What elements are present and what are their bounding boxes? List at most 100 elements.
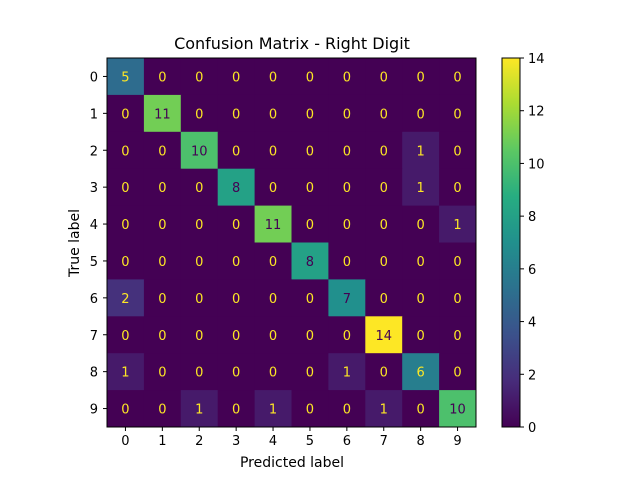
heatmap-cell (254, 131, 292, 170)
heatmap-cell (217, 131, 256, 170)
y-tick-label: 4 (90, 218, 98, 233)
heatmap-cell (291, 353, 329, 391)
heatmap-cell (365, 353, 403, 391)
colorbar-tick-label: 2 (528, 368, 536, 383)
cell-value-label: 0 (158, 366, 166, 381)
heatmap-cell (439, 94, 477, 133)
heatmap-cell (402, 279, 440, 317)
cell-value-label: 0 (380, 292, 388, 307)
cell-value-label: 0 (269, 181, 277, 196)
cell-value-label: 0 (269, 255, 277, 270)
y-axis-label: True label (67, 209, 83, 278)
colorbar-tick-label: 8 (528, 210, 536, 225)
heatmap-cell (107, 58, 145, 96)
heatmap-cell (180, 279, 219, 317)
colorbar-tick-label: 6 (528, 263, 536, 278)
cell-value-label: 0 (343, 70, 351, 85)
y-tick-label: 0 (90, 70, 98, 85)
heatmap-cell (217, 168, 256, 207)
y-tick-label: 9 (90, 403, 98, 418)
colorbar-tick-label: 14 (528, 52, 545, 67)
heatmap-cell (328, 168, 366, 207)
cell-value-label: 5 (121, 70, 129, 85)
heatmap-cell (217, 242, 256, 280)
y-tick-label: 1 (90, 107, 98, 122)
cell-value-label: 0 (195, 181, 203, 196)
y-tick-label: 6 (90, 292, 98, 307)
heatmap-cell (217, 316, 256, 354)
heatmap-cell (217, 279, 256, 317)
cell-value-label: 0 (306, 70, 314, 85)
cell-value-label: 0 (232, 292, 240, 307)
heatmap-cell (254, 94, 292, 133)
heatmap-cell (365, 94, 403, 133)
cell-value-label: 0 (417, 107, 425, 122)
heatmap-cell (328, 316, 366, 354)
cell-value-label: 8 (306, 255, 314, 270)
heatmap-cell (254, 353, 292, 391)
heatmap-grid: 5 0 0 0 0 0 0 0 0 00 11 0 0 0 0 0 0 0 00 0 10 0 0 0 0 0 1 00 0 0 8 0 0 0 0… (106, 57, 477, 428)
cell-value-label: 0 (121, 218, 129, 233)
heatmap-cell (143, 279, 182, 317)
heatmap-cell (328, 205, 366, 243)
heatmap-cell (143, 316, 182, 354)
heatmap-cell (365, 279, 403, 317)
heatmap-cell (328, 279, 366, 317)
cell-value-label: 0 (306, 329, 314, 344)
heatmap-cell (291, 279, 329, 317)
heatmap-cell (180, 242, 219, 280)
cell-value-label: 0 (453, 366, 461, 381)
x-tick-label: 9 (453, 434, 461, 449)
cell-value-label: 1 (269, 403, 277, 418)
heatmap-cell (180, 390, 219, 428)
colorbar-tick-label: 10 (528, 157, 545, 172)
colorbar-gradient (501, 57, 521, 428)
cell-value-label: 0 (195, 366, 203, 381)
heatmap-cell (180, 205, 219, 243)
heatmap-cell (402, 131, 440, 170)
heatmap-cell (402, 168, 440, 207)
cell-value-label: 0 (232, 366, 240, 381)
cell-value-label: 0 (195, 107, 203, 122)
heatmap-cell (328, 390, 366, 428)
cell-value-label: 0 (453, 70, 461, 85)
cell-value-label: 1 (417, 181, 425, 196)
heatmap-cell (180, 168, 219, 207)
cell-value-label: 0 (232, 255, 240, 270)
heatmap-cell (217, 390, 256, 428)
cell-value-label: 0 (195, 329, 203, 344)
cell-value-label: 0 (306, 144, 314, 159)
cell-value-label: 0 (158, 292, 166, 307)
cell-value-label: 0 (343, 144, 351, 159)
heatmap-cell (180, 353, 219, 391)
cell-value-label: 2 (121, 292, 129, 307)
cell-value-label: 0 (453, 292, 461, 307)
heatmap-cell (328, 242, 366, 280)
cell-value-label: 0 (343, 403, 351, 418)
cell-value-label: 1 (195, 403, 203, 418)
cell-value-label: 0 (417, 255, 425, 270)
cell-value-label: 0 (306, 218, 314, 233)
cell-value-label: 0 (380, 255, 388, 270)
x-tick-label: 7 (380, 434, 388, 449)
heatmap-cell (143, 168, 182, 207)
heatmap-cell (328, 353, 366, 391)
heatmap-cell (107, 353, 145, 391)
cell-value-label: 14 (375, 329, 392, 344)
heatmap-cell (365, 316, 403, 354)
heatmap-cell (217, 94, 256, 133)
heatmap-cell (143, 353, 182, 391)
axes-frame (106, 57, 477, 428)
cell-value-label: 0 (121, 181, 129, 196)
cell-value-label: 0 (269, 144, 277, 159)
cell-value-label: 0 (232, 107, 240, 122)
cell-value-label: 0 (158, 403, 166, 418)
x-tick-label: 2 (195, 434, 203, 449)
cell-value-label: 0 (158, 329, 166, 344)
cell-value-label: 7 (343, 292, 351, 307)
heatmap-cell (291, 316, 329, 354)
cell-value-label: 0 (380, 107, 388, 122)
heatmap-cell (143, 205, 182, 243)
cell-value-label: 0 (195, 218, 203, 233)
heatmap-cell (439, 316, 477, 354)
